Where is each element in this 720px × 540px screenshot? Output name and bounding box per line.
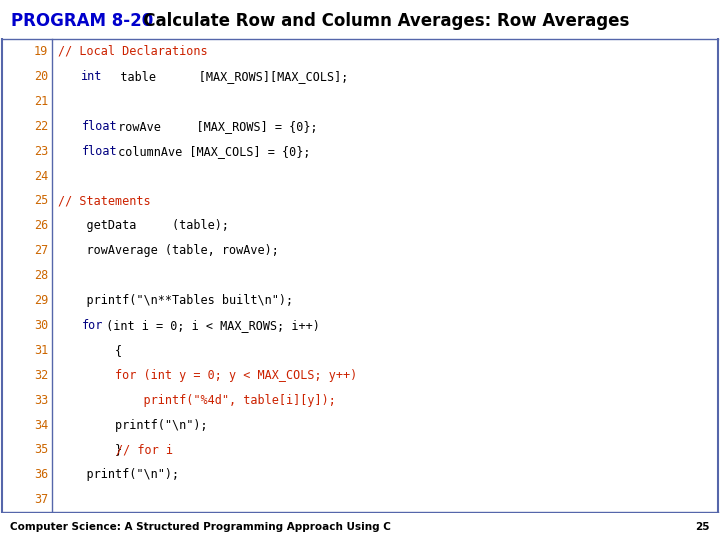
Text: 34: 34 <box>34 418 48 431</box>
Text: 32: 32 <box>34 369 48 382</box>
Text: 19: 19 <box>34 45 48 58</box>
Text: columnAve [MAX_COLS] = {0};: columnAve [MAX_COLS] = {0}; <box>111 145 310 158</box>
Text: printf("\n");: printf("\n"); <box>58 418 207 431</box>
Text: // Statements: // Statements <box>58 194 150 207</box>
Text: PROGRAM 8-20: PROGRAM 8-20 <box>11 12 153 30</box>
Text: Calculate Row and Column Averages: Row Averages: Calculate Row and Column Averages: Row A… <box>126 12 629 30</box>
Text: 31: 31 <box>34 344 48 357</box>
Text: // Local Declarations: // Local Declarations <box>58 45 207 58</box>
Text: 26: 26 <box>34 219 48 232</box>
Text: printf("%4d", table[i][y]);: printf("%4d", table[i][y]); <box>58 394 336 407</box>
Text: // for i: // for i <box>117 443 174 456</box>
Text: float: float <box>81 120 117 133</box>
Text: printf("\n**Tables built\n");: printf("\n**Tables built\n"); <box>58 294 293 307</box>
Text: 23: 23 <box>34 145 48 158</box>
Text: printf("\n");: printf("\n"); <box>58 468 179 481</box>
Text: 25: 25 <box>696 522 710 532</box>
Text: (int i = 0; i < MAX_ROWS; i++): (int i = 0; i < MAX_ROWS; i++) <box>99 319 320 332</box>
Text: 28: 28 <box>34 269 48 282</box>
Text: rowAve     [MAX_ROWS] = {0};: rowAve [MAX_ROWS] = {0}; <box>111 120 318 133</box>
Text: for (int y = 0; y < MAX_COLS; y++): for (int y = 0; y < MAX_COLS; y++) <box>58 369 357 382</box>
Text: 33: 33 <box>34 394 48 407</box>
Text: 25: 25 <box>34 194 48 207</box>
Text: getData     (table);: getData (table); <box>58 219 229 232</box>
Text: 22: 22 <box>34 120 48 133</box>
Text: for: for <box>81 319 103 332</box>
Text: 24: 24 <box>34 170 48 183</box>
Text: float: float <box>81 145 117 158</box>
Text: 27: 27 <box>34 244 48 257</box>
Text: 35: 35 <box>34 443 48 456</box>
Text: 37: 37 <box>34 493 48 506</box>
Text: {: { <box>58 344 122 357</box>
Text: int: int <box>81 70 103 83</box>
Text: 30: 30 <box>34 319 48 332</box>
Text: 36: 36 <box>34 468 48 481</box>
Text: rowAverage (table, rowAve);: rowAverage (table, rowAve); <box>58 244 279 257</box>
Text: table      [MAX_ROWS][MAX_COLS];: table [MAX_ROWS][MAX_COLS]; <box>99 70 348 83</box>
Text: 21: 21 <box>34 95 48 108</box>
Text: Computer Science: A Structured Programming Approach Using C: Computer Science: A Structured Programmi… <box>10 522 391 532</box>
Text: 20: 20 <box>34 70 48 83</box>
Text: }: } <box>58 443 130 456</box>
Text: 29: 29 <box>34 294 48 307</box>
